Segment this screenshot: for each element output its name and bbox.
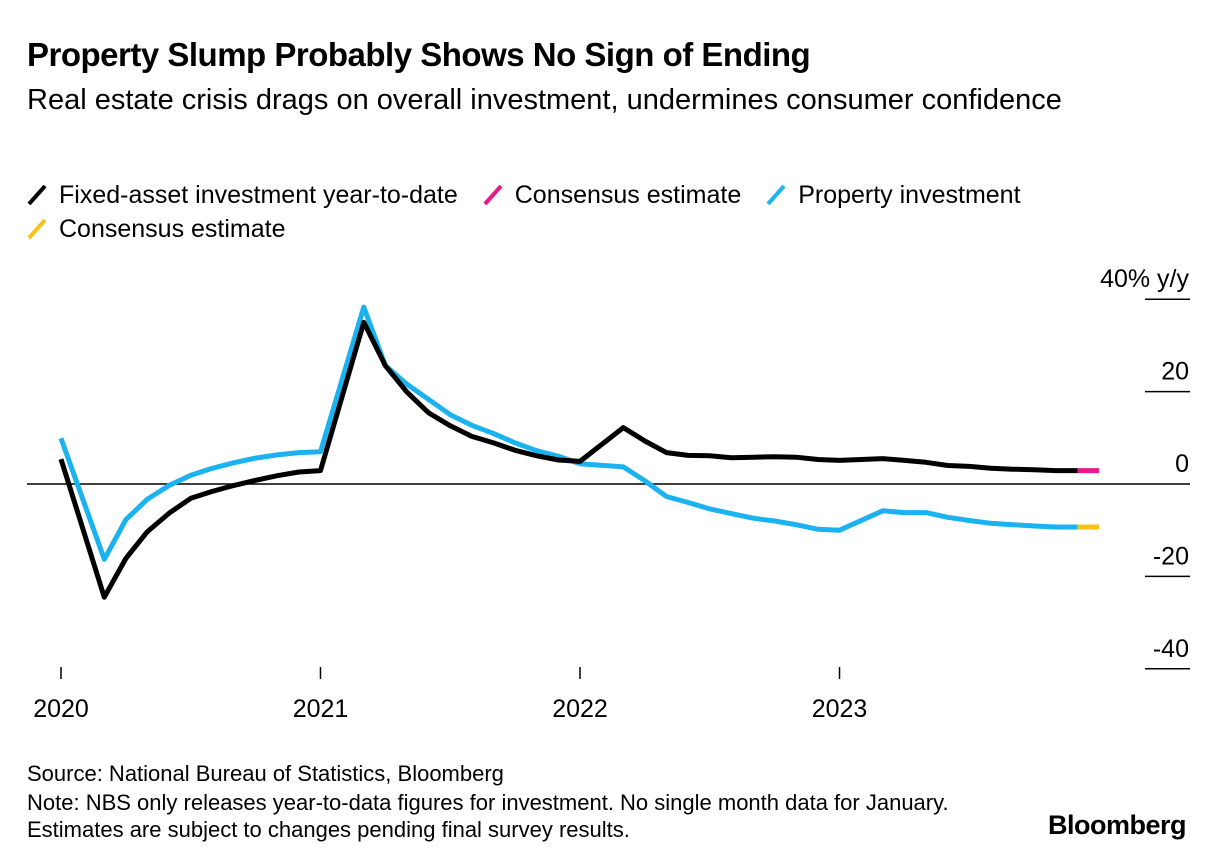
- y-tick-label-4: -40: [1153, 635, 1189, 663]
- y-tick-label-0: 40% y/y: [1100, 265, 1189, 293]
- legend-swatch-property: [766, 185, 786, 205]
- legend-item-consensus-fai: Consensus estimate: [483, 178, 742, 212]
- legend-label-fixed-asset: Fixed-asset investment year-to-date: [59, 181, 458, 209]
- legend-label-property: Property investment: [798, 181, 1021, 209]
- x-tick-label-1: 2021: [293, 695, 349, 723]
- legend-label-consensus-property: Consensus estimate: [59, 215, 286, 243]
- legend-swatch-fixed-asset: [27, 185, 47, 205]
- x-tick-label-3: 2023: [812, 695, 868, 723]
- bloomberg-logo: Bloomberg: [1047, 810, 1187, 840]
- chart-legend: Fixed-asset investment year-to-date Cons…: [27, 178, 1177, 246]
- series-fixed-asset-line: [58, 319, 1078, 600]
- legend-label-consensus-fai: Consensus estimate: [514, 181, 742, 209]
- y-tick-label-2: 0: [1175, 450, 1189, 478]
- chart-subtitle: Real estate crisis drags on overall inve…: [27, 84, 1062, 116]
- source-text: Source: National Bureau of Statistics, B…: [27, 761, 504, 786]
- y-tick-label-1: 20: [1161, 358, 1189, 386]
- y-tick-label-3: -20: [1153, 542, 1189, 570]
- legend-item-fixed-asset: Fixed-asset investment year-to-date: [27, 178, 458, 212]
- legend-item-consensus-property: Consensus estimate: [27, 212, 286, 246]
- legend-swatch-consensus-property: [27, 219, 47, 239]
- legend-swatch-consensus-fai: [483, 185, 503, 205]
- chart-title: Property Slump Probably Shows No Sign of…: [27, 36, 811, 73]
- series-property-line: [58, 304, 1078, 562]
- x-tick-label-0: 2020: [33, 695, 89, 723]
- note-text: Note: NBS only releases year-to-data fig…: [27, 790, 949, 842]
- x-tick-label-2: 2022: [552, 695, 608, 723]
- legend-item-property: Property investment: [766, 178, 1021, 212]
